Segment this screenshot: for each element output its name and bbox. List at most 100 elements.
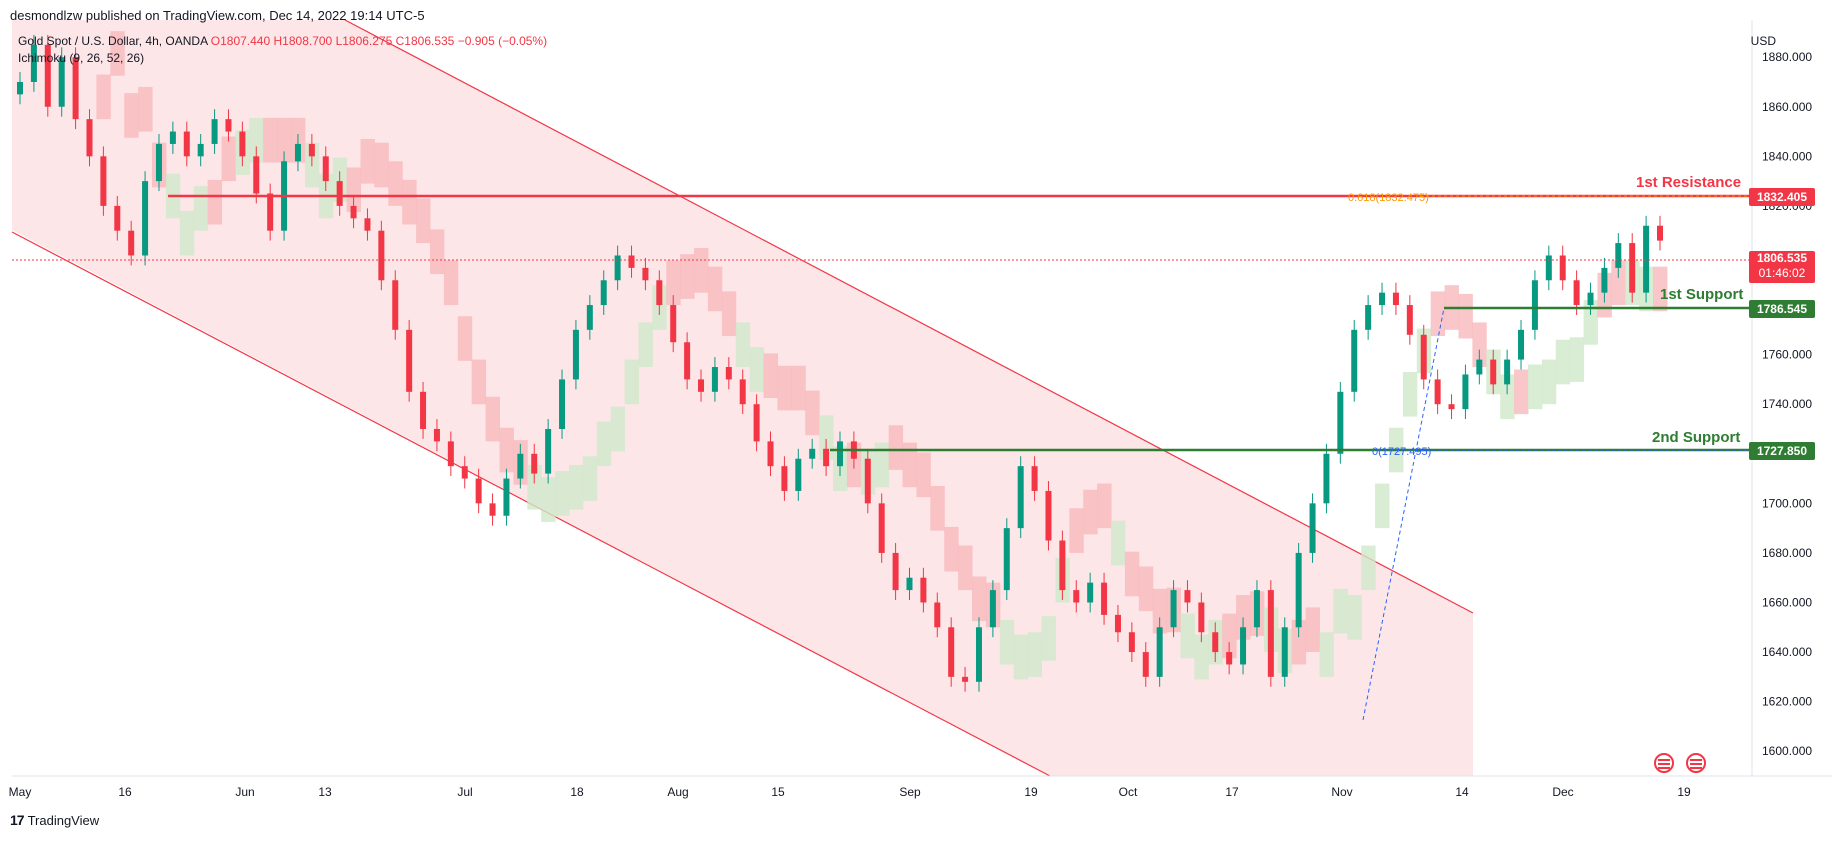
candle-body [698,379,705,392]
x-tick-label: May [9,785,32,799]
y-tick-label: 1600.000 [1762,744,1812,758]
tradingview-logo[interactable]: 17 TradingView [10,812,99,828]
candle-body [114,205,121,231]
cloud-segment [721,291,737,337]
candle-body [1476,359,1483,375]
indicator-row[interactable]: Ichimoku (9, 26, 52, 26) [18,51,145,65]
candle-body [1518,329,1525,360]
x-tick-label: Aug [667,785,688,799]
candle-body [1170,590,1177,628]
candle [1448,394,1455,420]
candle [1017,456,1024,539]
ohlc-change: −0.905 (−0.05%) [457,34,548,48]
y-tick-label: 1880.000 [1762,50,1812,64]
cloud-segment [999,619,1015,665]
cloud-segment [1555,339,1571,385]
candle [420,381,427,439]
cloud-segment [1236,595,1251,640]
candle [30,34,37,92]
candle-body [725,367,732,380]
candle-body [322,156,329,182]
y-tick-label: 1740.000 [1762,397,1812,411]
candle-body [406,329,413,392]
cloud-segment [666,260,681,306]
candle [975,617,982,692]
candle [600,270,607,315]
ohlc-high: H1808.700 [273,34,333,48]
cloud-segment [499,427,514,473]
cloud-segment [680,254,695,299]
candle [962,666,969,692]
candle-body [989,590,996,628]
candle [1309,493,1316,563]
price-axis[interactable]: 1600.000 1620.000 1640.000 1660.000 1680.000… [1762,50,1812,758]
cloud-segment [1083,489,1098,535]
candle-body [1351,329,1358,392]
candle-body [864,458,871,504]
candle [920,567,927,613]
cloud-segment [1611,260,1626,306]
publish-caption: desmondlzw published on TradingView.com,… [10,8,425,23]
us-event-flag-icon[interactable] [1654,753,1674,773]
candle-body [1420,334,1427,380]
candle-body [489,503,496,516]
candle [1420,324,1427,390]
candle [1323,443,1330,514]
cloud-segment [777,365,792,411]
cloud-segment [457,316,473,361]
chart-legend[interactable]: Gold Spot / U.S. Dollar, 4h, OANDA O1807… [18,33,547,67]
candle [433,419,440,452]
candle-body [378,230,385,281]
cloud-segment [1569,337,1585,382]
cloud-segment [1347,595,1362,640]
cloud-segment [1194,634,1209,680]
cloud-segment [763,353,778,398]
candle-body [600,280,607,306]
us-event-flag-icon[interactable] [1686,753,1706,773]
cloud-segment [1472,322,1487,368]
cloud-segment [1514,369,1529,415]
cloud-segment [471,359,487,405]
cloud-segment [749,347,765,392]
currency-label[interactable]: USD [1750,34,1776,48]
time-axis[interactable]: May 16 Jun 13 Jul 18 Aug 15 Sep 19 Oct 17 Nov 14 Dec 19 [9,785,1691,799]
cloud-segment [346,167,362,213]
cloud-segment [1402,371,1418,417]
candle-body [1615,243,1622,268]
cloud-segment [1069,508,1084,553]
cloud-segment [1305,607,1320,653]
candle-body [586,305,593,330]
legend-symbol-row[interactable]: Gold Spot / U.S. Dollar, 4h, OANDA O1807… [18,33,547,50]
candle-body [100,156,107,206]
candle-body [1087,582,1094,603]
y-tick-label: 1840.000 [1762,149,1812,163]
x-tick-label: 19 [1677,785,1691,799]
candle [1073,580,1080,613]
candle-body [58,57,65,107]
candle [364,208,371,241]
cloud-segment [416,198,431,244]
candle-body [809,448,816,459]
candle [72,47,79,130]
candle [169,121,176,154]
candle [739,369,746,415]
cloud-segment [610,406,626,452]
cloud-segment [374,142,389,188]
candle [1518,319,1525,370]
x-tick-label: 17 [1225,785,1239,799]
candle [1059,530,1066,601]
candle [1504,349,1511,395]
cloud-segment [430,229,445,275]
candle-body [628,255,635,268]
channel-upper-line[interactable] [344,19,1474,614]
candle-body [86,119,93,157]
candle [1434,369,1441,415]
current-price-tag: 1806.535 01:46:02 [1748,251,1815,283]
x-tick-label: 13 [318,785,332,799]
candle [1087,572,1094,613]
candle-body [1559,255,1566,281]
candle [1003,518,1010,601]
candle-body [197,143,204,157]
